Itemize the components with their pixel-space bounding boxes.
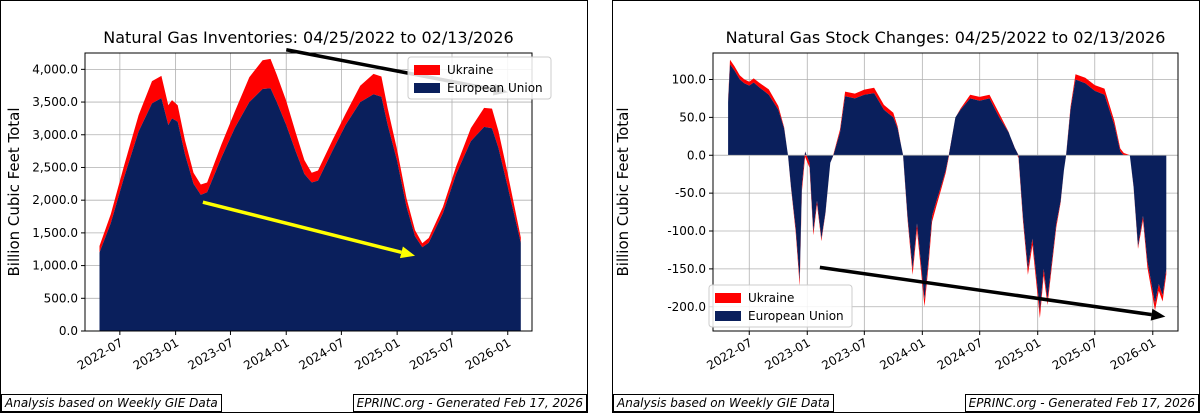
y-tick-label: 1,000.0 [32, 259, 78, 273]
footer-right-text: EPRINC.org - Generated Feb 17, 2026 [964, 394, 1199, 412]
x-tick-label: 2025-07 [407, 335, 457, 372]
y-tick-label: 100.0 [672, 73, 706, 87]
y-tick-label: 2,000.0 [32, 193, 78, 207]
y-tick-label: 3,500.0 [32, 95, 78, 109]
y-axis-label: Billion Cubic Feet Total [614, 107, 632, 276]
legend-swatch-ukraine [715, 293, 741, 303]
legend: Ukraine European Union [708, 284, 853, 328]
x-tick-label: 2023-07 [819, 335, 869, 372]
y-tick-label: 4,000.0 [32, 62, 78, 76]
legend-box [708, 284, 853, 328]
legend-swatch-european-union [715, 311, 741, 321]
y-tick-label: -200.0 [667, 300, 706, 314]
x-tick-label: 2025-01 [352, 335, 402, 372]
y-tick-label: 50.0 [679, 110, 706, 124]
legend-swatch-ukraine [414, 65, 440, 75]
x-tick-label: 2023-01 [762, 335, 812, 372]
x-tick-label: 2026-01 [1108, 335, 1158, 372]
x-tick-label: 2025-01 [993, 335, 1043, 372]
legend-label-ukraine: Ukraine [748, 291, 794, 305]
stock-changes-panel: Natural Gas Stock Changes: 04/25/2022 to… [612, 0, 1200, 413]
legend: Ukraine European Union [407, 56, 552, 100]
y-axis-label: Billion Cubic Feet Total [5, 107, 23, 276]
x-tick-label: 2024-01 [241, 335, 291, 372]
footer-left-text: Analysis based on Weekly GIE Data [1, 394, 222, 412]
y-tick-label: -150.0 [667, 262, 706, 276]
x-tick-label: 2022-07 [75, 335, 125, 372]
y-tick-label: -50.0 [675, 186, 706, 200]
legend-label-european-union: European Union [748, 309, 844, 323]
european-union-area [728, 64, 1167, 311]
stock-changes-chart: Natural Gas Stock Changes: 04/25/2022 to… [614, 28, 1179, 373]
legend-swatch-european-union [414, 83, 440, 93]
x-tick-label: 2023-07 [186, 335, 236, 372]
x-tick-label: 2025-07 [1050, 335, 1100, 372]
chart-title: Natural Gas Inventories: 04/25/2022 to 0… [103, 28, 513, 47]
plot-frame [712, 52, 1179, 332]
y-tick-label: 0.0 [59, 324, 78, 338]
footer-right-text: EPRINC.org - Generated Feb 17, 2026 [352, 394, 587, 412]
x-tick-label: 2022-07 [704, 335, 754, 372]
legend-label-european-union: European Union [447, 81, 543, 95]
inventories-chart: Natural Gas Inventories: 04/25/2022 to 0… [5, 28, 552, 373]
legend-box [407, 56, 552, 100]
y-tick-label: 1,500.0 [32, 226, 78, 240]
black-trend-arrowhead [1150, 308, 1166, 321]
x-tick-label: 2023-01 [131, 335, 181, 372]
y-tick-label: 0.0 [687, 148, 706, 162]
y-tick-label: -100.0 [667, 224, 706, 238]
european-union-area [99, 88, 521, 331]
x-tick-label: 2024-07 [935, 335, 985, 372]
y-tick-label: 3,000.0 [32, 128, 78, 142]
x-tick-label: 2024-07 [296, 335, 346, 372]
chart-title: Natural Gas Stock Changes: 04/25/2022 to… [726, 28, 1166, 47]
y-tick-label: 2,500.0 [32, 160, 78, 174]
footer-left-text: Analysis based on Weekly GIE Data [613, 394, 834, 412]
legend-label-ukraine: Ukraine [447, 63, 493, 77]
yellow-trend-arrowhead [399, 246, 416, 259]
yellow-trend-arrow [202, 200, 402, 255]
y-tick-label: 500.0 [44, 291, 78, 305]
x-tick-label: 2026-01 [463, 335, 513, 372]
black-trend-arrow [819, 265, 1152, 317]
inventories-panel: Natural Gas Inventories: 04/25/2022 to 0… [0, 0, 588, 413]
x-tick-label: 2024-01 [877, 335, 927, 372]
